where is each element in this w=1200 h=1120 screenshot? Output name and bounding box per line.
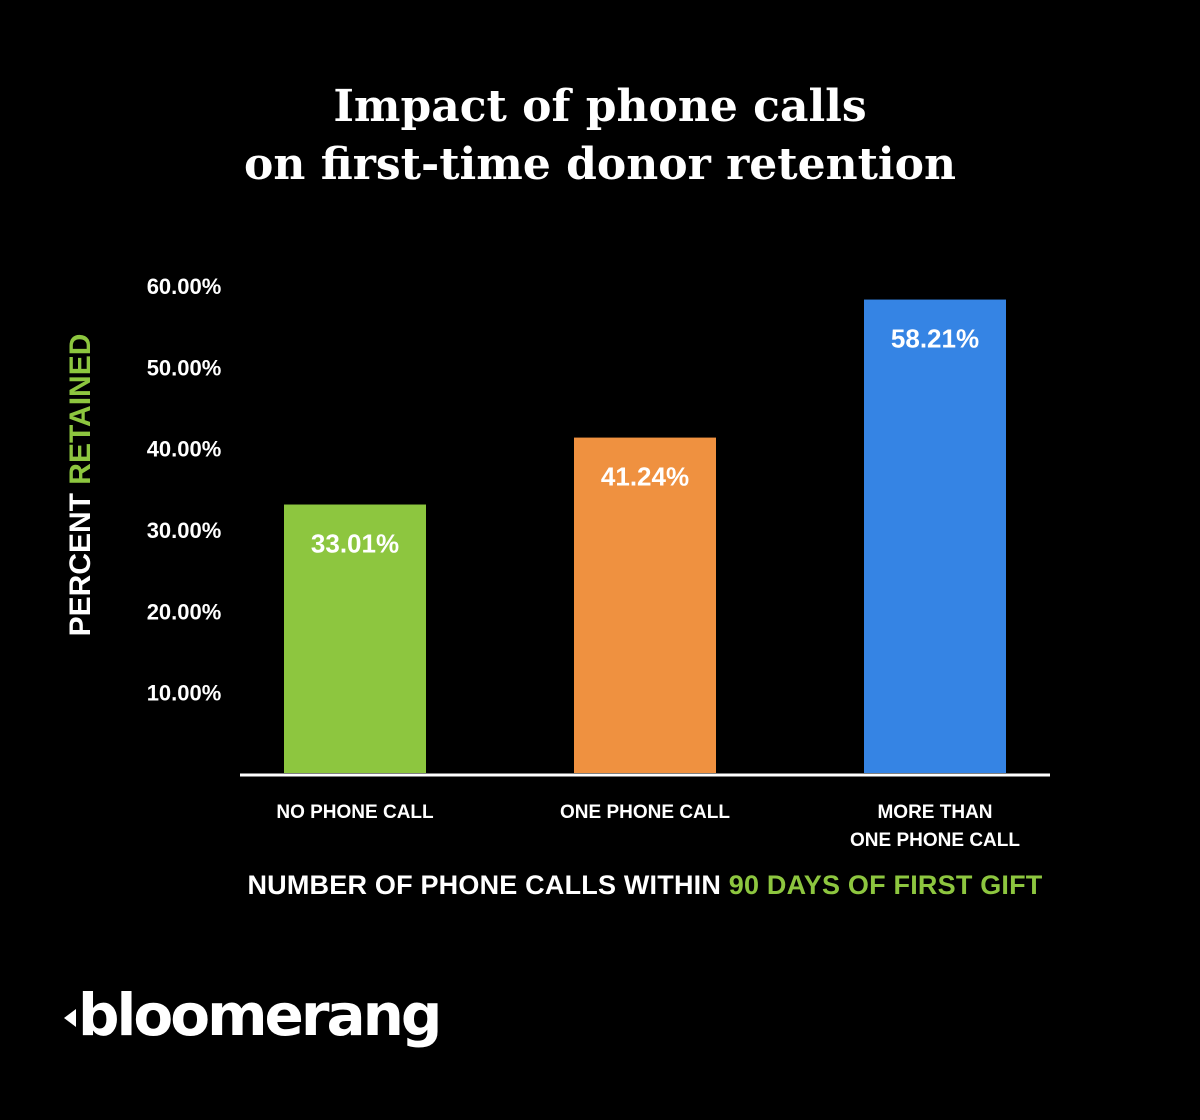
y-tick-label: 30.00% <box>147 518 222 543</box>
chart-title-line-1: Impact of phone calls <box>333 81 867 132</box>
y-tick-label: 10.00% <box>147 681 222 706</box>
x-tick-label: NO PHONE CALL <box>276 802 434 823</box>
bar <box>574 437 716 773</box>
y-axis-label-highlight: RETAINED <box>64 334 97 485</box>
chart-title: Impact of phone calls on first-time dono… <box>0 78 1200 194</box>
bar-value-label: 41.24% <box>601 462 689 492</box>
y-tick-label: 40.00% <box>147 437 222 462</box>
bar <box>864 299 1006 773</box>
bar-value-label: 58.21% <box>891 324 979 354</box>
bar <box>284 504 426 773</box>
y-tick-label: 60.00% <box>147 274 222 299</box>
x-tick-label: MORE THAN <box>877 802 992 823</box>
x-axis-label-prefix: NUMBER OF PHONE CALLS WITHIN <box>247 870 729 900</box>
bar-value-label: 33.01% <box>311 529 399 559</box>
y-axis-label-prefix: PERCENT <box>64 485 97 637</box>
bloomerang-logo: bloomerang <box>64 980 442 1050</box>
x-axis-label: NUMBER OF PHONE CALLS WITHIN 90 DAYS OF … <box>0 870 1200 901</box>
y-tick-label: 20.00% <box>147 599 222 624</box>
logo-text: bloomerang <box>78 981 442 1049</box>
x-tick-label: ONE PHONE CALL <box>850 830 1020 851</box>
chart-title-line-2: on first-time donor retention <box>244 139 956 190</box>
x-tick-label: ONE PHONE CALL <box>560 802 730 823</box>
y-axis-label: PERCENT RETAINED <box>64 334 97 637</box>
y-tick-label: 50.00% <box>147 355 222 380</box>
x-axis-label-highlight: 90 DAYS OF FIRST GIFT <box>728 870 1043 900</box>
logo-mark-icon <box>64 1009 76 1027</box>
